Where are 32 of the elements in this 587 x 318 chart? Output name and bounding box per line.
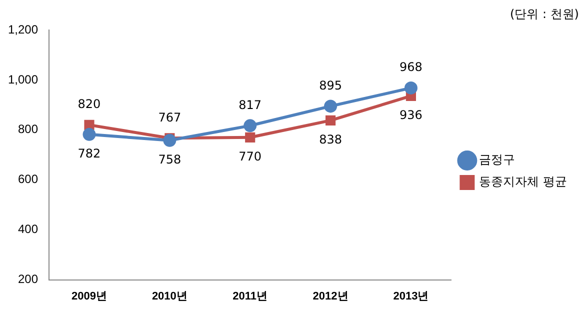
data-label: 936 bbox=[400, 108, 422, 122]
data-label: 838 bbox=[319, 132, 342, 147]
point bbox=[84, 120, 94, 130]
legend-label: 동종지자체 평균 bbox=[479, 174, 568, 189]
point bbox=[82, 128, 96, 141]
y-tick-label: 400 bbox=[18, 222, 38, 236]
y-tick-label: 200 bbox=[18, 272, 38, 286]
x-tick-label: 2012년 bbox=[312, 290, 348, 302]
y-tick-label: 600 bbox=[18, 172, 38, 186]
data-label: 758 bbox=[158, 152, 182, 167]
data-label: 968 bbox=[400, 60, 422, 74]
y-tick-label: 1,200 bbox=[8, 22, 38, 36]
x-tick-label: 2013년 bbox=[393, 290, 429, 302]
x-tick-label: 2011년 bbox=[232, 290, 268, 302]
point bbox=[245, 132, 256, 142]
point bbox=[163, 134, 176, 147]
point bbox=[404, 81, 418, 94]
x-tick-label: 2009년 bbox=[72, 290, 107, 302]
data-label: 770 bbox=[238, 150, 262, 164]
data-label: 895 bbox=[319, 78, 342, 92]
point bbox=[244, 119, 257, 132]
y-tick-label: 1,000 bbox=[8, 72, 38, 86]
data-label: 767 bbox=[158, 110, 182, 124]
data-label: 782 bbox=[78, 146, 101, 161]
data-label: 817 bbox=[238, 98, 262, 112]
x-tick-label: 2010년 bbox=[152, 290, 188, 302]
y-tick-label: 800 bbox=[18, 122, 38, 136]
point bbox=[326, 115, 336, 126]
point bbox=[324, 100, 338, 113]
legend-label: 금정구 bbox=[479, 152, 516, 167]
text: (단위 : 천원) bbox=[510, 6, 579, 23]
data-label: 820 bbox=[78, 97, 101, 112]
